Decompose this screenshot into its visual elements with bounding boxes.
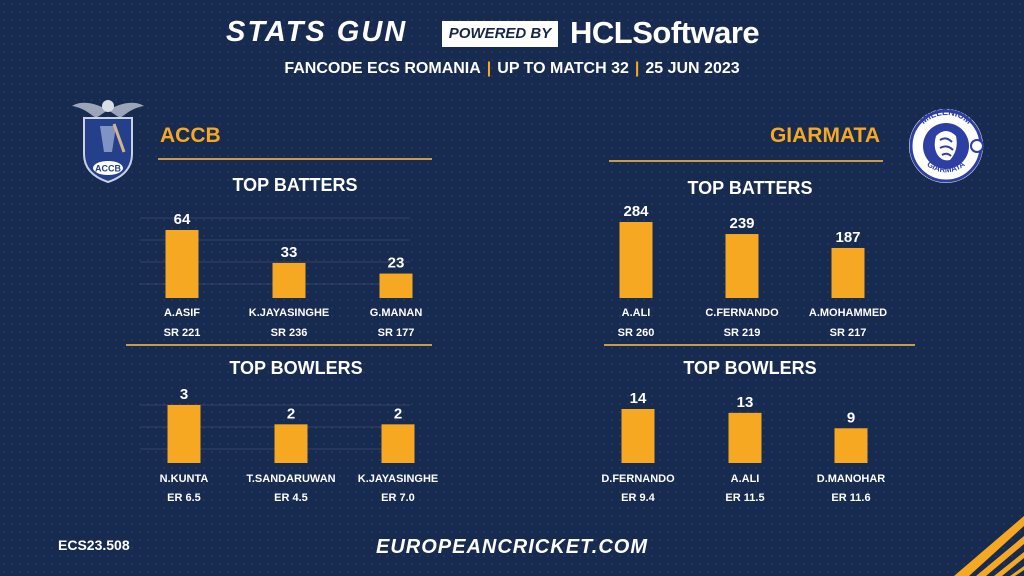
- panel-title: TOP BATTERS: [232, 175, 357, 195]
- header: STATS GUN POWERED BY HCLSoftware: [0, 14, 1024, 56]
- player-stat-label: SR 217: [830, 327, 867, 339]
- player-name-label: T.SANDARUWAN: [246, 473, 335, 485]
- player-name-label: C.FERNANDO: [705, 307, 779, 319]
- brand-title: STATS GUN: [226, 16, 408, 48]
- player-name-label: D.FERNANDO: [601, 473, 675, 485]
- powered-by-badge: POWERED BY: [442, 21, 558, 47]
- bar: [725, 234, 759, 298]
- bar: [728, 412, 762, 463]
- player-stat-label: ER 4.5: [274, 492, 308, 504]
- subtitle-competition: FANCODE ECS ROMANIA: [284, 60, 481, 77]
- bar: [621, 409, 655, 463]
- subtitle: FANCODE ECS ROMANIA | UP TO MATCH 32 | 25 JU…: [284, 60, 740, 77]
- bar-value-label: 9: [847, 409, 855, 426]
- svg-text:GIARMATA: GIARMATA: [925, 159, 966, 174]
- panel-title: TOP BATTERS: [687, 178, 812, 198]
- bar-value-label: 64: [174, 211, 191, 228]
- bar-value-label: 3: [180, 386, 188, 403]
- bar-value-label: 23: [388, 255, 405, 272]
- player-stat-label: SR 260: [618, 327, 655, 339]
- bar-value-label: 33: [281, 244, 298, 261]
- team-right-rule: [609, 160, 883, 162]
- bar-value-label: 2: [287, 405, 295, 422]
- player-name-label: K.JAYASINGHE: [249, 307, 330, 319]
- player-stat-label: ER 7.0: [381, 492, 415, 504]
- bar: [834, 428, 868, 463]
- bar-value-label: 187: [835, 229, 860, 246]
- player-stat-label: SR 236: [271, 327, 308, 339]
- bar-value-label: 239: [729, 215, 754, 232]
- subtitle-match-range: UP TO MATCH 32: [497, 60, 629, 77]
- bar: [619, 222, 653, 298]
- player-name-label: N.KUNTA: [160, 473, 209, 485]
- bar-value-label: 284: [623, 203, 649, 220]
- player-stat-label: ER 9.4: [621, 492, 656, 504]
- player-stat-label: SR 177: [378, 327, 415, 339]
- player-stat-label: ER 11.5: [725, 492, 764, 504]
- bar: [274, 424, 308, 463]
- player-name-label: G.MANAN: [370, 307, 423, 319]
- bar: [165, 230, 199, 298]
- bar: [272, 262, 306, 298]
- bar: [831, 247, 865, 298]
- bar: [167, 405, 201, 463]
- sponsor-logo: HCLSoftware: [570, 15, 760, 50]
- giarmata-logo: MILLENIUM GIARMATA: [909, 107, 984, 183]
- bar-value-label: 2: [394, 405, 402, 422]
- subtitle-date: 25 JUN 2023: [645, 60, 740, 77]
- player-name-label: A.ALI: [622, 307, 651, 319]
- footer-code: ECS23.508: [58, 537, 130, 553]
- player-name-label: D.MANOHAR: [817, 473, 885, 485]
- player-stat-label: SR 219: [724, 327, 761, 339]
- panel-title: TOP BOWLERS: [229, 358, 362, 378]
- accb-logo-text: ACCB: [95, 164, 121, 174]
- bar: [379, 273, 413, 298]
- player-name-label: A.ALI: [731, 473, 760, 485]
- team-left-rule: [158, 158, 432, 160]
- team-right-name: GIARMATA: [769, 124, 880, 147]
- panel-title: TOP BOWLERS: [683, 358, 816, 378]
- bar-value-label: 14: [630, 390, 647, 407]
- giarmata-logo-bottom-text: GIARMATA: [925, 159, 966, 174]
- bar: [381, 424, 415, 463]
- footer-url: EUROPEANCRICKET.COM: [376, 536, 648, 558]
- player-name-label: A.MOHAMMED: [809, 307, 887, 319]
- player-name-label: A.ASIF: [164, 307, 200, 319]
- player-stat-label: ER 6.5: [167, 492, 201, 504]
- player-stat-label: SR 221: [164, 327, 201, 339]
- team-left-name: ACCB: [160, 124, 221, 147]
- player-name-label: K.JAYASINGHE: [358, 473, 439, 485]
- bar-value-label: 13: [737, 394, 754, 411]
- accb-logo: ACCB: [72, 100, 144, 184]
- corner-decoration: [954, 516, 1024, 576]
- player-stat-label: ER 11.6: [831, 492, 870, 504]
